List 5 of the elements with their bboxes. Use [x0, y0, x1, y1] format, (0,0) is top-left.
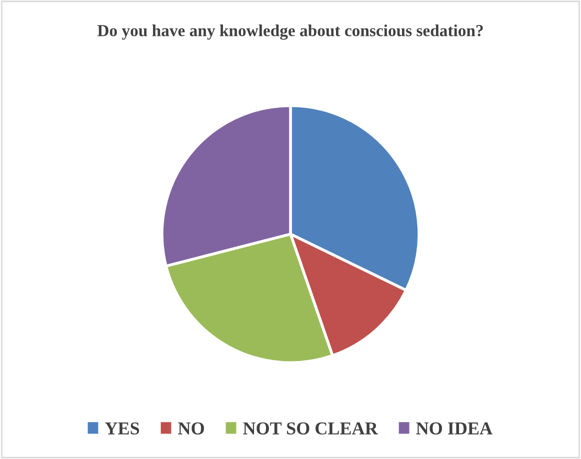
legend-label: NO: [178, 422, 204, 434]
legend-label: NO IDEA: [416, 422, 492, 434]
legend-label: NOT SO CLEAR: [243, 422, 378, 434]
legend-label: YES: [105, 422, 140, 434]
chart-title: Do you have any knowledge about conscious sedation?: [97, 24, 483, 40]
